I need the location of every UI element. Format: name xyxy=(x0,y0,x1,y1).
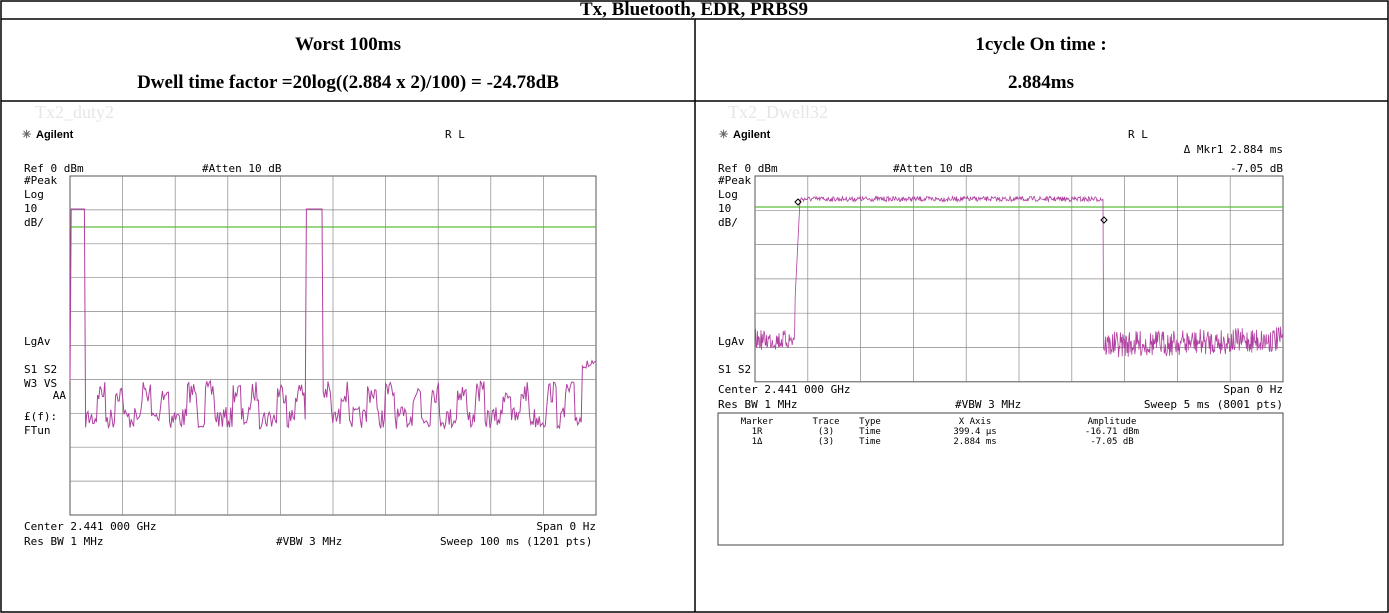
table-header: Amplitude xyxy=(1088,417,1137,427)
side-label: £(f): xyxy=(24,410,57,423)
side-label: Log xyxy=(718,188,738,201)
caption: Tx2_Dwell32 xyxy=(728,102,828,122)
table-header: Type xyxy=(859,417,881,427)
logo: ✳ xyxy=(22,129,31,141)
ref: Ref 0 dBm xyxy=(718,162,778,175)
table-cell: (3) xyxy=(818,427,834,437)
side-label: FTun xyxy=(24,424,51,437)
rbw: Res BW 1 MHz xyxy=(24,535,103,548)
span: Span 0 Hz xyxy=(536,520,596,533)
sweep: Sweep 5 ms (8001 pts) xyxy=(1144,398,1283,411)
trace xyxy=(69,208,596,430)
marker-readout: Δ Mkr1 2.884 ms xyxy=(1184,143,1283,156)
sweep: Sweep 100 ms (1201 pts) xyxy=(440,535,592,548)
side-label: LgAv xyxy=(24,335,51,348)
table-cell: Time xyxy=(859,427,881,437)
side-label: AA xyxy=(53,389,67,402)
marker-table-box xyxy=(717,412,1284,546)
side-label: LgAv xyxy=(718,335,745,348)
table-cell: 2.884 ms xyxy=(953,437,996,447)
heading: 2.884ms xyxy=(1008,72,1074,93)
trace xyxy=(754,195,1284,358)
table-cell: Time xyxy=(859,437,881,447)
center: Center 2.441 000 GHz xyxy=(24,520,156,533)
table-header: Marker xyxy=(741,417,774,427)
table-cell: (3) xyxy=(818,437,834,447)
atten: #Atten 10 dB xyxy=(202,162,282,175)
caption: Tx2_duty2 xyxy=(35,102,114,122)
side-label: S1 S2 xyxy=(24,363,57,376)
table-cell: 1Δ xyxy=(752,437,763,447)
table-cell: 1R xyxy=(752,427,763,437)
table-cell: -16.71 dBm xyxy=(1085,427,1139,437)
table-cell: 399.4 µs xyxy=(953,427,996,437)
side-label: Log xyxy=(24,188,44,201)
heading: Dwell time factor =20log((2.884 x 2)/100… xyxy=(137,72,559,93)
table-header: X Axis xyxy=(959,417,992,427)
marker-readout: -7.05 dB xyxy=(1230,162,1283,175)
side-label: S1 S2 xyxy=(718,363,751,376)
vbw: #VBW 3 MHz xyxy=(276,535,342,548)
table-header: Trace xyxy=(812,417,839,427)
vbw: #VBW 3 MHz xyxy=(955,398,1021,411)
ref: Ref 0 dBm xyxy=(24,162,84,175)
side-label: #Peak xyxy=(24,174,57,187)
side-label: W3 VS xyxy=(24,377,57,390)
table-cell: -7.05 dB xyxy=(1090,437,1133,447)
side-label: #Peak xyxy=(718,174,751,187)
span: Span 0 Hz xyxy=(1223,383,1283,396)
logo: ✳ xyxy=(719,129,728,141)
title: Tx, Bluetooth, EDR, PRBS9 xyxy=(580,0,808,20)
marker-diamond xyxy=(794,198,802,206)
side-label: 10 xyxy=(24,202,37,215)
heading: Worst 100ms xyxy=(295,34,401,55)
center: Center 2.441 000 GHz xyxy=(718,383,850,396)
side-label: dB/ xyxy=(24,216,44,229)
rbw: Res BW 1 MHz xyxy=(718,398,797,411)
atten: #Atten 10 dB xyxy=(893,162,973,175)
side-label: dB/ xyxy=(718,216,738,229)
brand: Agilent xyxy=(36,129,74,141)
mode: R L xyxy=(1128,128,1148,141)
brand: Agilent xyxy=(733,129,771,141)
side-label: 10 xyxy=(718,202,731,215)
marker-diamond xyxy=(1100,216,1108,224)
mode: R L xyxy=(445,128,465,141)
heading: 1cycle On time : xyxy=(975,34,1106,55)
